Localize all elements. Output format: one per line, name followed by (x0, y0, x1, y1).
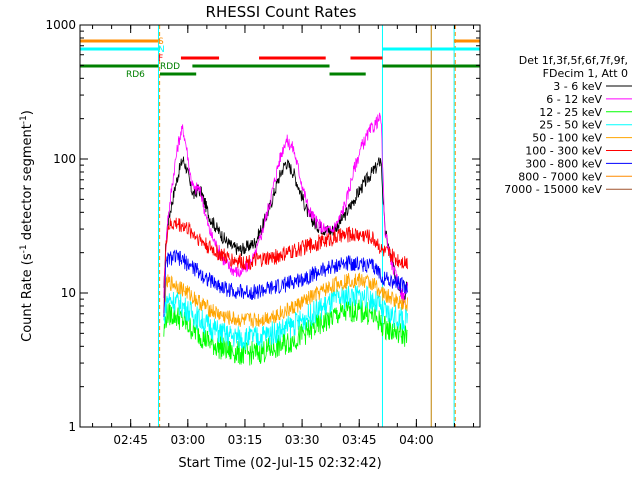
legend-label-7: 800 - 7000 keV (518, 170, 602, 183)
x-tick-label: 04:00 (399, 433, 434, 447)
y-axis-label-end: ) (20, 110, 35, 115)
series-line-0 (163, 156, 408, 304)
y-tick-label: 1 (68, 420, 76, 434)
plot-frame (79, 24, 481, 428)
legend-header-line-1: Det 1f,3f,5f,6f,7f,9f, (519, 54, 628, 67)
flag-label-n: N (158, 45, 165, 55)
series-line-5 (163, 217, 408, 313)
y-axis-label-mid: detector segment (20, 124, 35, 244)
legend-label-3: 25 - 50 keV (539, 119, 602, 132)
flag-label-s: S (158, 37, 164, 47)
chart-title: RHESSI Count Rates (206, 3, 357, 21)
y-axis-label: Count Rate (s-1 detector segment-1) (19, 110, 35, 342)
x-tick-label: 02:45 (113, 433, 148, 447)
flag-label-rd6: RD6 (126, 70, 145, 80)
legend-label-8: 7000 - 15000 keV (504, 183, 602, 196)
flag-label-rdd: RDD (160, 62, 180, 72)
vertical-markers (79, 25, 456, 427)
series-line-3 (163, 285, 408, 351)
legend-header-line-2: FDecim 1, Att 0 (543, 67, 628, 80)
series-line-4 (163, 272, 408, 328)
legend-label-1: 6 - 12 keV (546, 93, 602, 106)
x-tick-label: 03:15 (228, 433, 263, 447)
legend-label-6: 300 - 800 keV (525, 157, 602, 170)
y-tick-label: 1000 (45, 18, 76, 32)
y-axis-label-main: Count Rate (s (20, 253, 35, 342)
series-line-1 (163, 112, 408, 305)
x-axis-ticks: 02:45 03:00 03:15 03:30 03:45 04:00 (92, 25, 475, 447)
x-axis-label: Start Time (02-Jul-15 02:32:42) (178, 456, 381, 471)
series-line-2 (163, 299, 408, 366)
legend-label-0: 3 - 6 keV (553, 80, 602, 93)
x-tick-label: 03:30 (285, 433, 320, 447)
legend-label-5: 100 - 300 keV (525, 145, 602, 158)
series-lines (163, 112, 408, 366)
y-axis-label-sup2: -1 (19, 115, 29, 124)
x-tick-label: 03:45 (342, 433, 377, 447)
y-tick-label: 100 (53, 152, 76, 166)
y-tick-label: 10 (61, 286, 76, 300)
legend-label-2: 12 - 25 keV (539, 106, 602, 119)
x-tick-label: 03:00 (171, 433, 206, 447)
y-axis-label-sup1: -1 (19, 244, 29, 253)
legend: Det 1f,3f,5f,6f,7f,9f, FDecim 1, Att 0 3… (504, 54, 632, 196)
series-line-6 (163, 249, 408, 317)
flag-label-f: F (158, 54, 163, 64)
legend-label-4: 50 - 100 keV (532, 132, 602, 145)
y-axis-ticks: 1 10 100 1000 (45, 18, 480, 434)
